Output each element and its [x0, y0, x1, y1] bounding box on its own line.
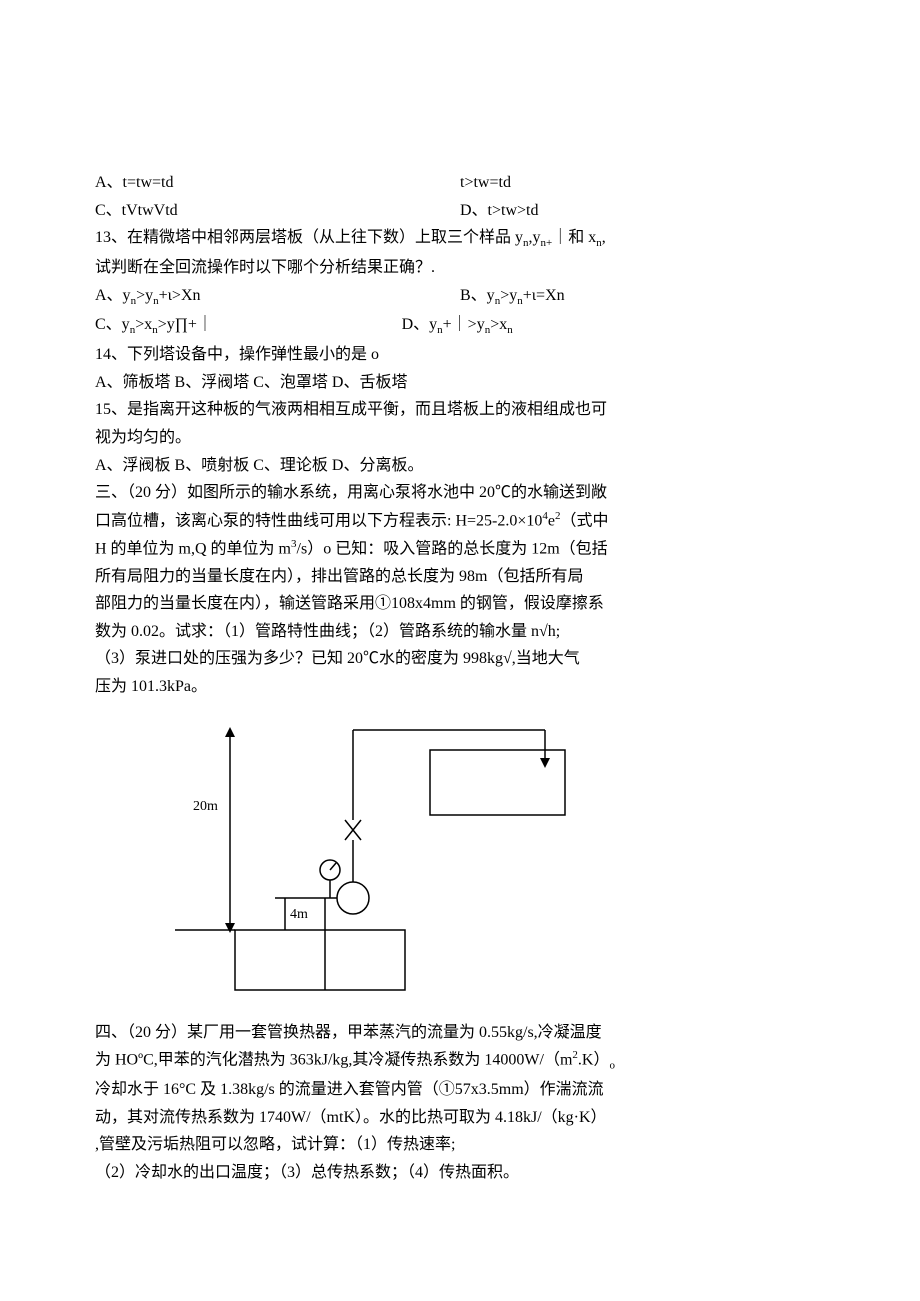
t: e: [548, 512, 555, 529]
t: A、y: [95, 287, 131, 304]
q13-opt-a: A、yn>yn+ι>Xn: [95, 283, 460, 311]
t: >y: [500, 287, 517, 304]
q15-stem1: 15、是指离开这种板的气液两相相互成平衡，而且塔板上的液相组成也可: [95, 397, 825, 423]
q13-t1: 13、在精微塔中相邻两层塔板（从上往下数）上取三个样品 y: [95, 229, 523, 246]
q3-line3: H 的单位为 m,Q 的单位为 m3/s）o 已知：吸入管路的总长度为 12m（…: [95, 536, 825, 562]
s: n: [507, 325, 513, 337]
q4-line5: ,管壁及污垢热阻可以忽略，试计算：（1）传热速率;: [95, 1132, 825, 1158]
q13-opt-b: B、yn>yn+ι=Xn: [460, 283, 825, 311]
q15-opts: A、浮阀板 B、喷射板 C、理论板 D、分离板。: [95, 453, 825, 479]
q14-stem: 14、下列塔设备中，操作弹性最小的是 o: [95, 342, 825, 368]
pump-icon: [337, 882, 369, 914]
q14-opts: A、筛板塔 B、浮阀塔 C、泡罩塔 D、舌板塔: [95, 370, 825, 396]
arrow-icon: [540, 758, 550, 768]
dim-20m-arrow-top: [225, 727, 235, 737]
q13-opt-d: D、yn+｜>yn>xn: [402, 312, 825, 340]
q12-opt-c: C、tVtwVtd: [95, 198, 460, 224]
q13-s2: n+: [541, 237, 553, 249]
dim-4m-label: 4m: [290, 907, 308, 922]
q4-line2: 为 HOºC,甲苯的汽化潜热为 363kJ/kg,其冷凝传热系数为 14000W…: [95, 1047, 825, 1075]
q3-line1: 三、（20 分）如图所示的输水系统，用离心泵将水池中 20℃的水输送到敞: [95, 480, 825, 506]
q4-line3: 冷却水于 16°C 及 1.38kg/s 的流量进入套管内管（①57x3.5mm…: [95, 1077, 825, 1103]
q3-line4: 所有局阻力的当量长度在内），排出管路的总长度为 98m（包括所有局: [95, 564, 825, 590]
q13-stem-line2: 试判断在全回流操作时以下哪个分析结果正确？.: [95, 255, 825, 281]
q12-row2: C、tVtwVtd D、t>tw>td: [95, 198, 825, 224]
q13-stem-line1: 13、在精微塔中相邻两层塔板（从上往下数）上取三个样品 yn,yn+｜和 xn,: [95, 225, 825, 253]
t: （式中: [561, 512, 609, 529]
q13-t4: ,: [602, 229, 606, 246]
t: .K）: [578, 1051, 610, 1068]
q12-opt-b: t>tw=td: [460, 170, 825, 196]
q3-line6: 数为 0.02。试求：（1）管路特性曲线；（2）管路系统的输水量 n√h;: [95, 619, 825, 645]
q13-t3: ｜和 x: [552, 229, 596, 246]
t: H 的单位为 m,Q 的单位为 m: [95, 540, 291, 557]
lower-tank: [235, 930, 405, 990]
t: C、y: [95, 316, 130, 333]
dim-20m-arrow-bot: [225, 923, 235, 933]
pump-system-diagram: 20m 4m: [175, 710, 825, 1000]
q4-line4: 动，其对流传热系数为 1740W/（mtK）。水的比热可取为 4.18kJ/（k…: [95, 1105, 825, 1131]
t: >x: [135, 316, 152, 333]
q3-line2: 口高位槽，该离心泵的特性曲线可用以下方程表示: H=25-2.0×104e2（式…: [95, 508, 825, 534]
dim-20m-label: 20m: [193, 799, 218, 814]
q13-t2: ,y: [529, 229, 541, 246]
q13-row-ab: A、yn>yn+ι>Xn B、yn>yn+ι=Xn: [95, 283, 825, 311]
q4-line6: （2）冷却水的出口温度；（3）总传热系数；（4）传热面积。: [95, 1160, 825, 1186]
gauge-needle: [330, 863, 336, 870]
diagram-svg: 20m 4m: [175, 710, 595, 1000]
t: +ι=Xn: [523, 287, 565, 304]
t: 口高位槽，该离心泵的特性曲线可用以下方程表示: H=25-2.0×10: [95, 512, 542, 529]
q3-line7: （3）泵进口处的压强为多少？已知 20℃水的密度为 998kg√,当地大气: [95, 646, 825, 672]
t: >y∏+｜: [158, 316, 213, 333]
q15-stem2: 视为均匀的。: [95, 425, 825, 451]
q12-opt-d: D、t>tw>td: [460, 198, 825, 224]
q3-line8: 压为 101.3kPa。: [95, 674, 825, 700]
q3-line5: 部阻力的当量长度在内），输送管路采用①108x4mm 的钢管，假设摩擦系: [95, 591, 825, 617]
q13-opt-c: C、yn>xn>y∏+｜: [95, 312, 402, 340]
t: >y: [136, 287, 153, 304]
q12-row1: A、t=tw=td t>tw=td: [95, 170, 825, 196]
t: 为 HOºC,甲苯的汽化潜热为 363kJ/kg,其冷凝传热系数为 14000W…: [95, 1051, 572, 1068]
q4-line1: 四、（20 分）某厂用一套管换热器，甲苯蒸汽的流量为 0.55kg/s,冷凝温度: [95, 1020, 825, 1046]
t: B、y: [460, 287, 495, 304]
t: D、y: [402, 316, 438, 333]
t: +｜>y: [443, 316, 485, 333]
q13-row-cd: C、yn>xn>y∏+｜ D、yn+｜>yn>xn: [95, 312, 825, 340]
q12-opt-a: A、t=tw=td: [95, 170, 460, 196]
t: +ι>Xn: [159, 287, 201, 304]
t: >x: [490, 316, 507, 333]
s: o: [609, 1060, 615, 1072]
t: /s）o 已知：吸入管路的总长度为 12m（包括: [297, 540, 608, 557]
valve-icon: [345, 820, 361, 840]
